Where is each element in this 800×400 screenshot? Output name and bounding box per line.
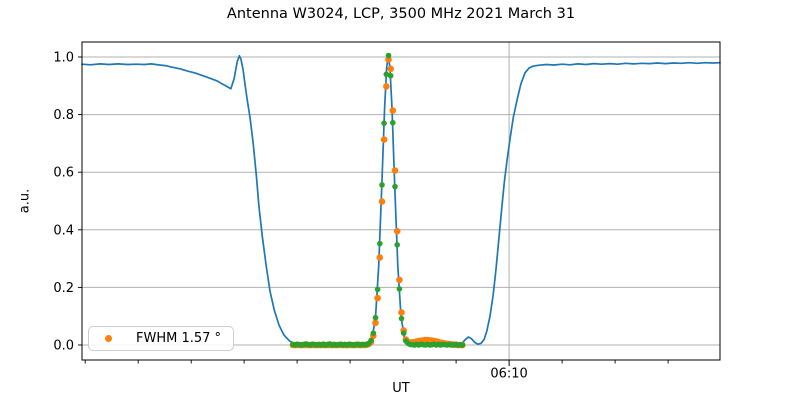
sample-dot xyxy=(372,314,379,321)
sample-dot xyxy=(390,119,396,126)
fit-dot xyxy=(393,227,401,235)
sample-dot xyxy=(374,286,381,293)
sample-dot xyxy=(381,120,387,126)
sample-dot xyxy=(379,182,385,188)
sample-dot xyxy=(459,342,466,348)
sample-dot xyxy=(396,286,403,292)
y-tick-label: 0.0 xyxy=(53,339,74,354)
legend-label: FWHM 1.57 ° xyxy=(136,331,222,346)
fit-dot xyxy=(391,167,399,174)
sample-dot xyxy=(398,315,405,322)
fit-dot xyxy=(383,83,390,90)
sample-dot xyxy=(370,330,377,337)
y-tick-label: 0.8 xyxy=(53,108,74,123)
sample-dot xyxy=(368,337,374,344)
axes-spines xyxy=(81,41,721,361)
y-axis-label: a.u. xyxy=(17,188,33,214)
sample-dot xyxy=(394,242,401,248)
fit-dot xyxy=(380,136,388,143)
sample-dot xyxy=(377,240,383,247)
fwhm-marker-icon xyxy=(105,335,112,342)
sample-dot xyxy=(392,183,398,190)
y-tick-label: 1.0 xyxy=(53,51,74,66)
x-tick-label: 06:10 xyxy=(490,367,527,382)
sample-dot xyxy=(383,71,390,78)
fit-dot xyxy=(389,107,397,114)
fit-dot xyxy=(374,294,381,302)
fit-dot xyxy=(387,65,395,73)
legend: FWHM 1.57 ° xyxy=(88,326,235,351)
fit-dot xyxy=(396,276,403,284)
fit-dot xyxy=(385,56,392,63)
y-tick-label: 0.4 xyxy=(53,223,74,238)
y-tick-label: 0.2 xyxy=(53,281,74,296)
y-tick-label: 0.6 xyxy=(53,166,74,181)
fit-dot xyxy=(376,254,384,261)
chart-title: Antenna W3024, LCP, 3500 MHz 2021 March … xyxy=(226,6,576,22)
fit-dot xyxy=(398,309,405,316)
sample-dot xyxy=(385,52,392,59)
sample-dot xyxy=(400,330,407,337)
fit-dot xyxy=(372,319,379,327)
fit-dot xyxy=(378,198,386,205)
sample-dot xyxy=(387,72,394,79)
x-axis-label: UT xyxy=(392,381,410,396)
drift-scan-line xyxy=(81,54,721,346)
